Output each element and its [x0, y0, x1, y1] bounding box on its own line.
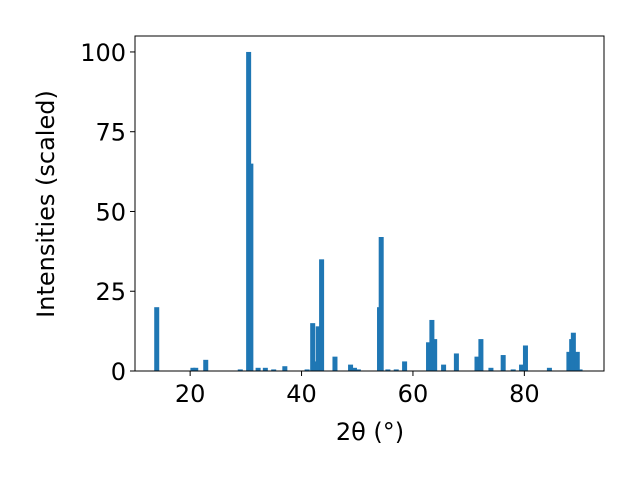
bar	[271, 369, 277, 371]
bar	[402, 361, 408, 371]
bar	[441, 364, 447, 371]
y-tick-label: 25	[95, 278, 126, 306]
x-axis-label: 2θ (°)	[336, 418, 404, 446]
bar	[429, 319, 435, 371]
bar	[393, 369, 399, 371]
bar	[488, 367, 494, 371]
bar	[237, 369, 243, 371]
bar	[332, 356, 338, 371]
bar	[154, 307, 160, 371]
bar	[248, 163, 254, 371]
x-tick-label: 20	[175, 380, 206, 408]
bar	[378, 237, 384, 371]
y-tick-label: 50	[95, 198, 126, 226]
bar	[453, 353, 459, 371]
x-tick-label: 40	[286, 380, 317, 408]
y-axis-label: Intensities (scaled)	[32, 90, 60, 318]
bar	[319, 259, 325, 371]
bar	[355, 369, 361, 371]
bar	[510, 369, 516, 371]
bar	[522, 345, 528, 371]
bar	[432, 339, 438, 371]
bar	[574, 351, 580, 371]
bar	[190, 367, 196, 371]
y-tick-label: 100	[80, 39, 126, 67]
bar	[474, 356, 480, 371]
bar	[310, 323, 316, 371]
bar	[351, 367, 357, 371]
bar	[193, 367, 199, 371]
plot-frame	[134, 35, 605, 372]
y-tick-label: 0	[111, 358, 126, 386]
bar	[546, 367, 552, 371]
bar	[315, 326, 321, 371]
bar	[577, 369, 583, 371]
bar	[262, 367, 268, 371]
bar	[478, 339, 484, 371]
y-tick-label: 75	[95, 119, 126, 147]
bar	[519, 364, 525, 371]
x-tick-label: 80	[509, 380, 540, 408]
bar	[426, 342, 432, 371]
bar	[312, 361, 318, 371]
x-tick-label: 60	[398, 380, 429, 408]
bar	[348, 364, 354, 371]
bar	[385, 369, 391, 371]
bar	[304, 369, 310, 371]
bar	[500, 355, 506, 371]
bar	[566, 351, 572, 371]
bar	[282, 366, 288, 371]
bar	[570, 332, 576, 371]
bar	[203, 359, 209, 371]
bar	[255, 367, 261, 371]
